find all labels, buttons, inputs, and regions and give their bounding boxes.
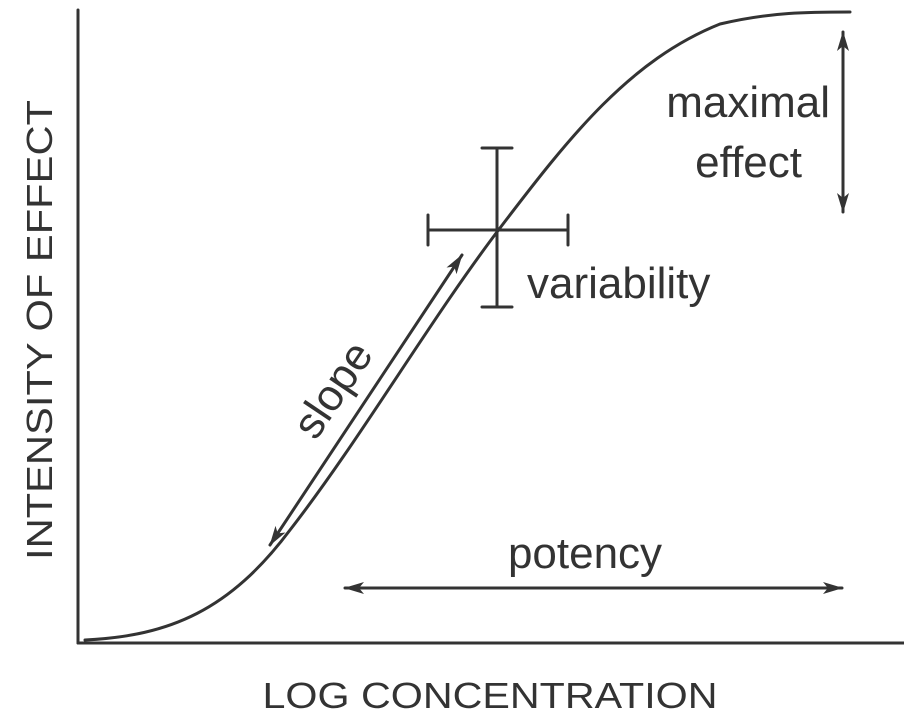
dose-response-curve [83,10,852,642]
maximal-label: maximal [666,78,830,127]
slope-label: slope [283,333,382,448]
effect-label: effect [695,138,802,187]
variability-cross [426,146,570,309]
x-axis-label: LOG CONCENTRATION [263,675,718,716]
variability-label: variability [527,259,710,308]
slope-arrow [268,253,464,547]
y-axis-label: INTENSITY OF EFFECT [19,100,60,560]
potency-label: potency [508,529,662,578]
